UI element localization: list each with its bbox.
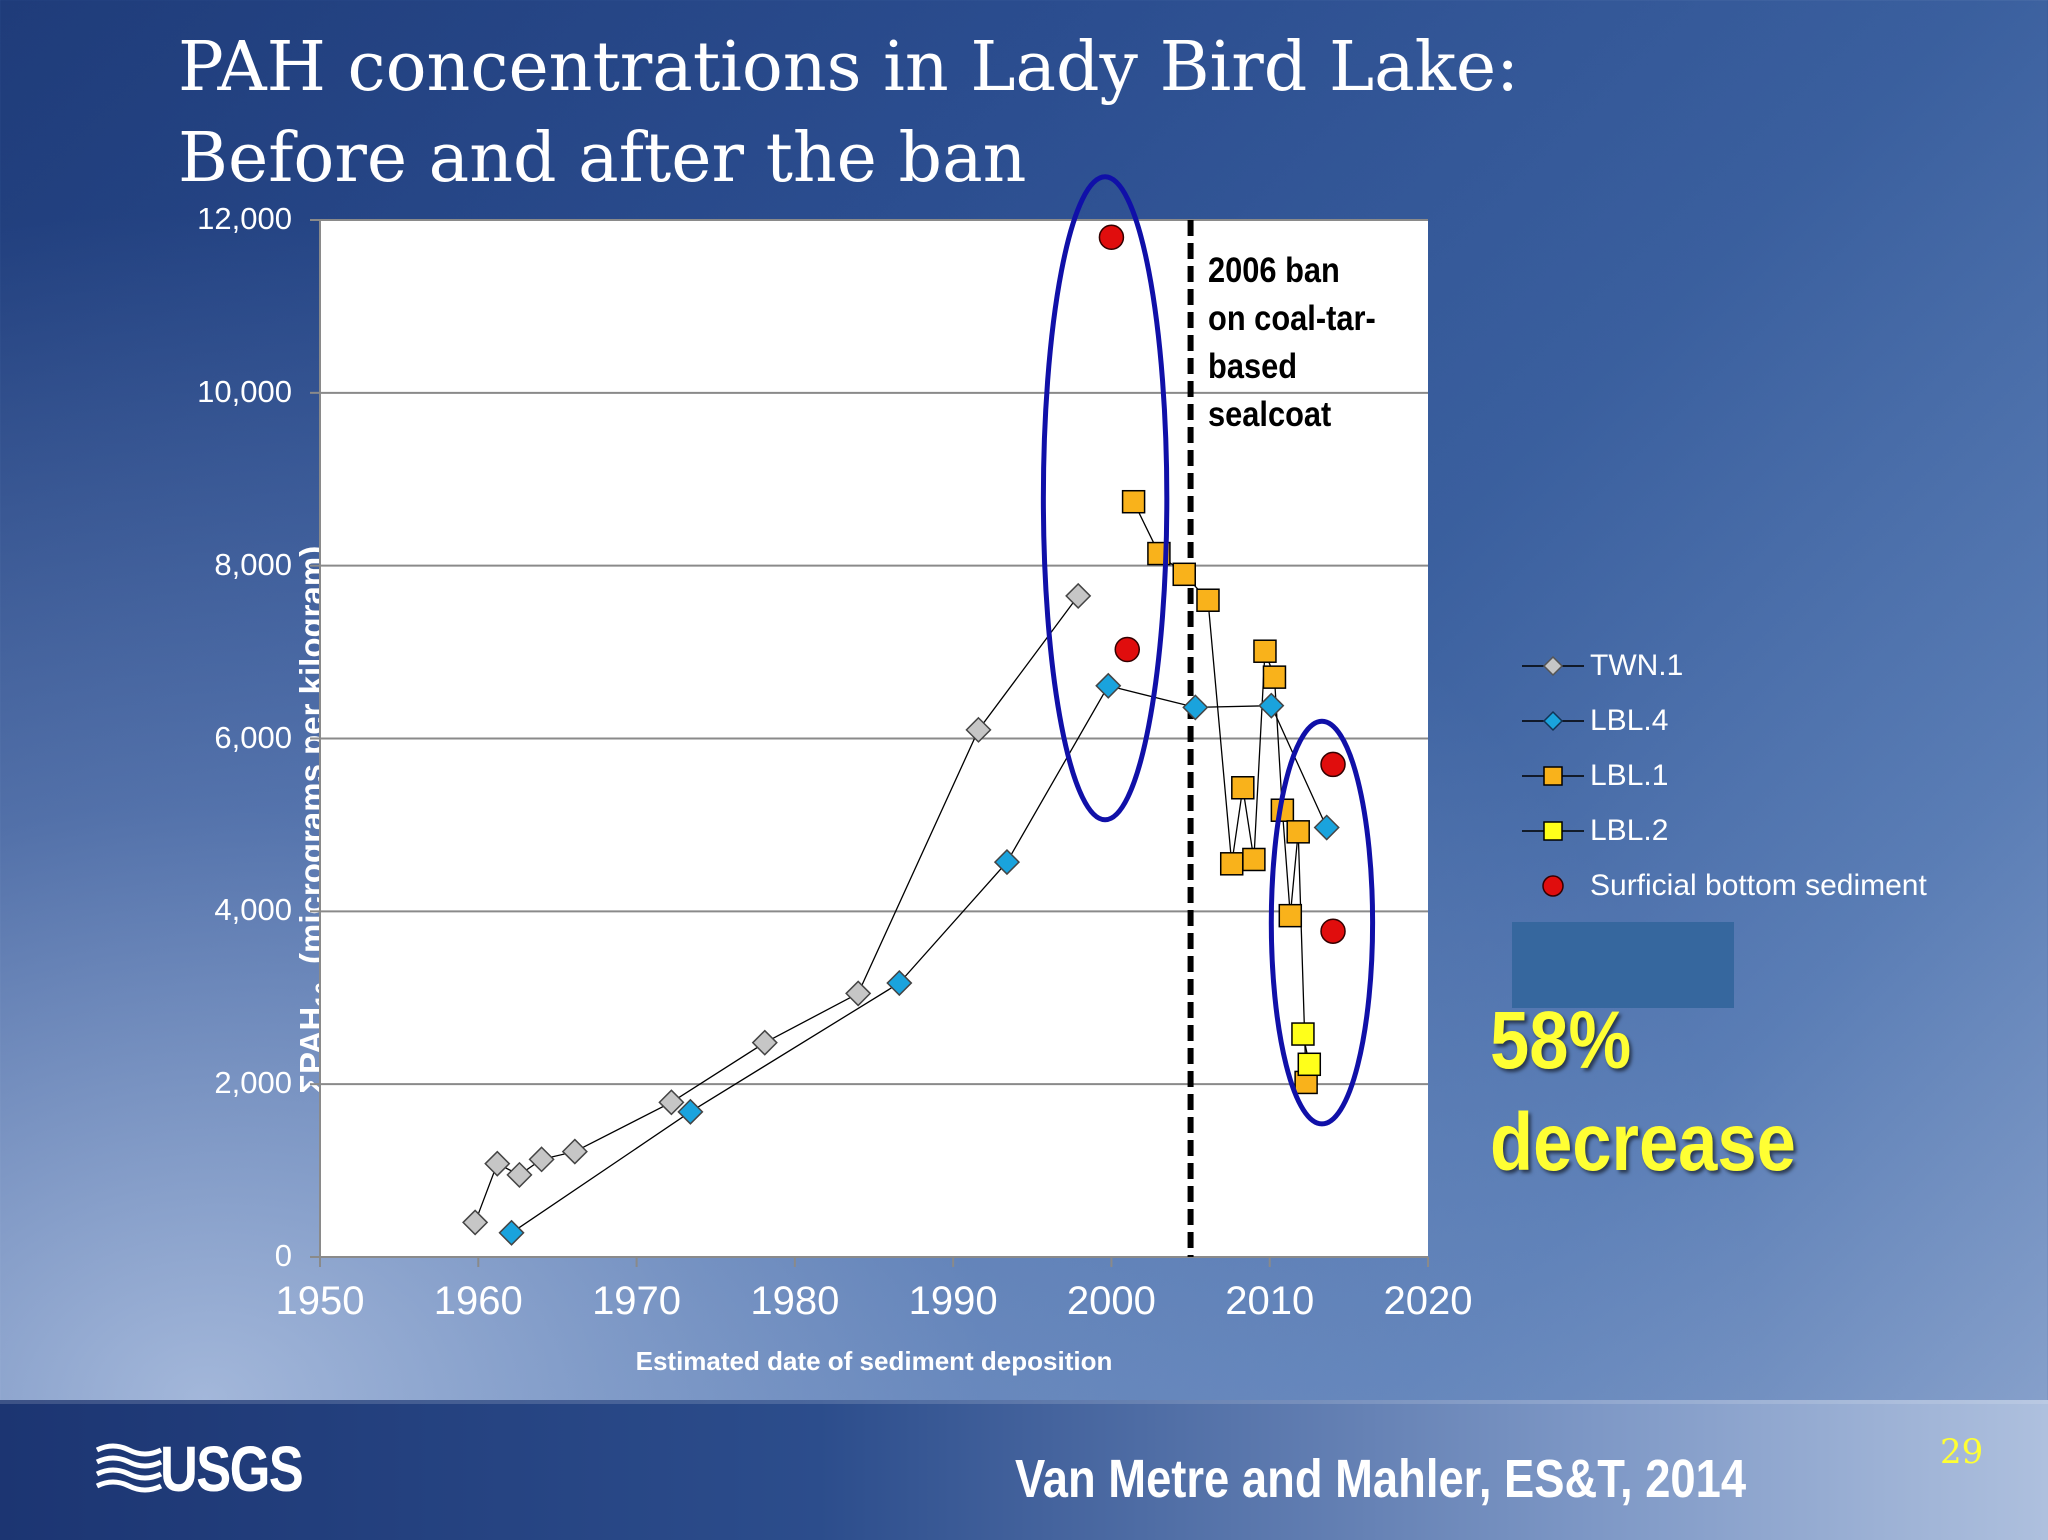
point-lbl-4-4 <box>1095 672 1122 699</box>
point-lbl-1-7 <box>1253 639 1277 663</box>
ban-annotation-line-1: 2006 ban <box>1208 251 1340 290</box>
series-line-lbl-1 <box>1133 501 1307 1083</box>
point-twn-1-6 <box>751 1029 778 1056</box>
point-twn-1-5 <box>658 1089 685 1116</box>
point-lbl-4-3 <box>993 849 1021 876</box>
title-line-2: Before and after the ban <box>178 119 1027 198</box>
y-tick-label-5: 10,000 <box>197 373 292 409</box>
legend-item-twn1: TWN.1 <box>1520 638 2040 693</box>
decrease-percent: 58% <box>1490 995 1632 1086</box>
legend-label-twn1: TWN.1 <box>1590 648 1684 682</box>
decrease-callout: 58% decrease <box>1490 990 1920 1194</box>
point-surficial-bottom-sediment-2 <box>1320 751 1346 778</box>
usgs-logo-text: USGS <box>160 1433 304 1505</box>
point-lbl-2-1 <box>1297 1052 1322 1077</box>
point-twn-1-3 <box>528 1146 555 1173</box>
x-tick-label-7: 2020 <box>1383 1279 1473 1323</box>
ban-annotation-line-2: on coal-tar- <box>1208 299 1376 338</box>
citation: Van Metre and Mahler, ES&T, 2014 <box>1015 1449 1747 1509</box>
point-twn-1-0 <box>462 1209 489 1236</box>
x-tick-label-2: 1970 <box>592 1279 682 1323</box>
y-tick-label-2: 4,000 <box>214 892 292 928</box>
series-line-twn-1 <box>474 595 1079 1223</box>
point-twn-1-9 <box>1065 582 1092 609</box>
legend-marker-twn1 <box>1522 655 1584 676</box>
point-twn-1-2 <box>506 1161 533 1188</box>
legend-marker-surficial <box>1542 874 1564 897</box>
point-lbl-1-6 <box>1242 847 1266 872</box>
chart-legend: TWN.1 LBL.4 LBL.1 LBL.2 Surficial bottom… <box>1520 638 2040 913</box>
legend-item-lbl1: LBL.1 <box>1520 748 2040 803</box>
point-surficial-bottom-sediment-3 <box>1320 918 1346 944</box>
title-line-1: PAH concentrations in Lady Bird Lake: <box>178 28 1520 107</box>
point-lbl-4-0 <box>498 1219 525 1246</box>
x-axis-label: Estimated date of sediment deposition <box>635 1346 1113 1376</box>
series-line-lbl-4 <box>511 685 1328 1234</box>
point-lbl-1-0 <box>1121 489 1146 514</box>
x-tick-label-6: 2010 <box>1225 1279 1315 1323</box>
point-surficial-bottom-sediment-0 <box>1098 224 1125 251</box>
point-lbl-1-10 <box>1278 903 1303 928</box>
decrease-highlight-box <box>1512 922 1734 1008</box>
point-twn-1-8 <box>965 716 992 743</box>
x-tick-label-3: 1980 <box>750 1279 840 1323</box>
point-lbl-4-6 <box>1258 692 1285 719</box>
footer-bar <box>0 1400 2048 1540</box>
y-tick-label-3: 6,000 <box>214 719 292 755</box>
point-lbl-4-7 <box>1313 814 1340 841</box>
y-tick-label-0: 0 <box>274 1238 292 1273</box>
point-surficial-bottom-sediment-1 <box>1114 636 1141 663</box>
point-lbl-1-5 <box>1231 776 1255 800</box>
point-twn-1-1 <box>484 1150 511 1177</box>
point-lbl-2-0 <box>1291 1022 1315 1046</box>
legend-label-lbl2: LBL.2 <box>1590 813 1669 847</box>
x-tick-label-4: 1990 <box>908 1279 998 1323</box>
slide-title: PAH concentrations in Lady Bird Lake: Be… <box>178 22 1578 204</box>
ban-annotation-line-3: based <box>1208 347 1298 386</box>
ban-annotation: 2006 ban on coal-tar- based sealcoat <box>1208 247 1384 439</box>
x-tick-label-0: 1950 <box>275 1279 365 1323</box>
legend-marker-lbl1 <box>1522 765 1584 786</box>
legend-label-surficial: Surficial bottom sediment <box>1590 868 1927 902</box>
page-number: 29 <box>1940 1432 1984 1472</box>
legend-item-surficial: Surficial bottom sediment <box>1520 858 2040 913</box>
point-lbl-1-3 <box>1196 588 1220 612</box>
point-lbl-1-2 <box>1172 562 1196 587</box>
point-lbl-4-2 <box>886 969 913 997</box>
legend-item-lbl2: LBL.2 <box>1520 803 2040 858</box>
x-tick-label-5: 2000 <box>1066 1279 1156 1323</box>
point-lbl-1-8 <box>1262 665 1287 689</box>
point-twn-1-4 <box>561 1138 588 1165</box>
legend-marker-lbl4 <box>1522 710 1584 731</box>
legend-marker-lbl2 <box>1522 820 1584 841</box>
ban-annotation-line-4: sealcoat <box>1208 395 1332 434</box>
point-lbl-1-11 <box>1286 820 1310 844</box>
highlight-ellipse-0 <box>1040 174 1170 823</box>
highlight-ellipse-1 <box>1268 718 1376 1127</box>
y-tick-label-1: 2,000 <box>214 1065 292 1101</box>
x-tick-label-1: 1960 <box>433 1279 523 1323</box>
legend-label-lbl1: LBL.1 <box>1590 758 1669 792</box>
y-tick-label-4: 8,000 <box>214 546 292 582</box>
point-lbl-4-5 <box>1182 694 1209 721</box>
usgs-wave-icon <box>95 1443 163 1493</box>
legend-item-lbl4: LBL.4 <box>1520 693 2040 748</box>
decrease-word: decrease <box>1490 1097 1796 1188</box>
y-tick-label-6: 12,000 <box>197 201 292 236</box>
point-lbl-1-4 <box>1219 852 1244 876</box>
legend-label-lbl4: LBL.4 <box>1590 703 1669 737</box>
point-lbl-4-1 <box>677 1098 704 1125</box>
point-twn-1-7 <box>845 980 872 1007</box>
